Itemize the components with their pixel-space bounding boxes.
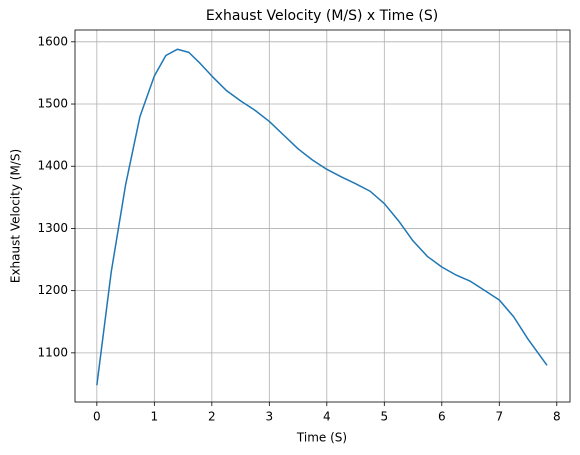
y-tick-label: 1400	[37, 159, 68, 173]
y-tick-label: 1500	[37, 97, 68, 111]
y-tick-label: 1300	[37, 221, 68, 235]
x-tick-label: 5	[380, 410, 388, 424]
y-tick-label: 1200	[37, 283, 68, 297]
plot-frame	[74, 29, 571, 403]
y-tick-label: 1600	[37, 34, 68, 48]
x-tick-label: 0	[93, 410, 101, 424]
y-axis-label: Exhaust Velocity (M/S)	[9, 149, 23, 283]
x-tick-label: 8	[553, 410, 561, 424]
x-tick-label: 3	[266, 410, 274, 424]
chart-title: Exhaust Velocity (M/S) x Time (S)	[206, 8, 438, 24]
x-axis-label: Time (S)	[296, 431, 347, 445]
x-tick-label: 6	[438, 410, 446, 424]
line	[96, 48, 548, 386]
y-tick-label: 1100	[37, 345, 68, 359]
x-tick-label: 7	[495, 410, 503, 424]
x-tick-label: 1	[151, 410, 159, 424]
x-tick-label: 4	[323, 410, 331, 424]
x-tick-label: 2	[208, 410, 216, 424]
